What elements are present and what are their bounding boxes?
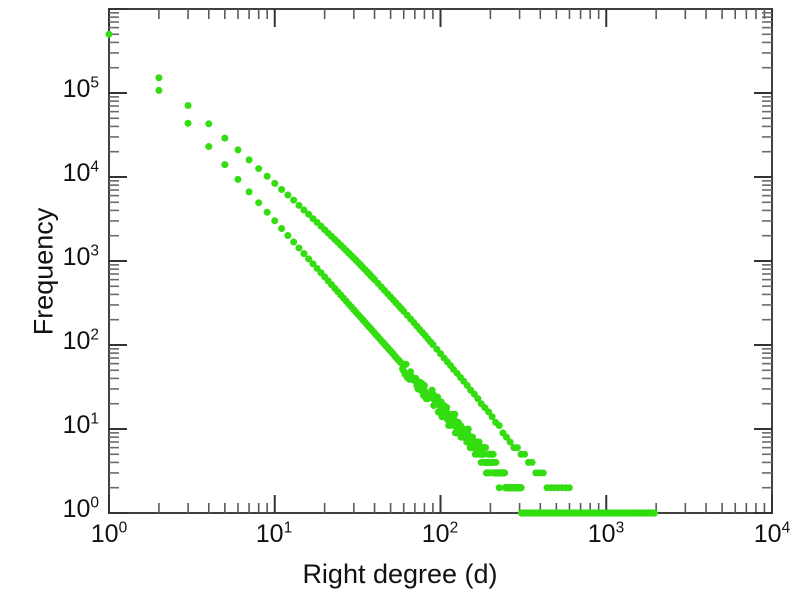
- data-point: [420, 381, 428, 389]
- data-point: [488, 413, 496, 421]
- data-point: [290, 196, 298, 204]
- data-point: [105, 30, 113, 38]
- data-point: [271, 217, 279, 225]
- data-point: [451, 410, 459, 418]
- y-axis-title: Frequency: [28, 207, 59, 336]
- y-tick-label-4: 104: [62, 158, 99, 188]
- data-point: [255, 199, 263, 207]
- data-point: [305, 255, 313, 263]
- x-tick-label-1: 101: [255, 519, 293, 548]
- data-point: [429, 341, 437, 349]
- data-point: [284, 191, 292, 199]
- data-point: [309, 260, 317, 268]
- data-point: [263, 208, 271, 216]
- data-point: [234, 175, 242, 183]
- data-point: [278, 185, 286, 193]
- data-point: [430, 402, 438, 410]
- data-point: [221, 134, 229, 142]
- data-point: [464, 425, 472, 433]
- data-point: [528, 458, 536, 466]
- x-tick-label-0: 100: [90, 519, 128, 548]
- data-point: [443, 404, 451, 412]
- data-point: [205, 143, 213, 151]
- data-point: [300, 206, 308, 214]
- x-tick-label-4: 104: [753, 519, 791, 548]
- data-point: [492, 458, 500, 466]
- data-point: [489, 450, 497, 458]
- data-point: [502, 433, 510, 441]
- data-point: [263, 172, 271, 180]
- data-point: [495, 484, 503, 492]
- data-point: [245, 188, 253, 196]
- y-tick-label-2: 102: [62, 326, 99, 356]
- data-point: [295, 244, 303, 252]
- data-point: [184, 119, 192, 127]
- data-point: [234, 146, 242, 154]
- y-tick-label-1: 101: [62, 410, 99, 440]
- data-point: [474, 395, 482, 403]
- data-point: [278, 224, 286, 232]
- data-point: [434, 393, 442, 401]
- data-point: [539, 469, 547, 477]
- data-point: [513, 444, 521, 452]
- data-point: [245, 156, 253, 164]
- data-point: [475, 438, 483, 446]
- data-points: [105, 30, 658, 517]
- data-point: [495, 422, 503, 430]
- data-point: [184, 101, 192, 109]
- data-point: [271, 179, 279, 187]
- data-point: [284, 232, 292, 240]
- data-point: [300, 250, 308, 258]
- data-point: [517, 484, 525, 492]
- data-point: [565, 484, 573, 492]
- data-point: [255, 165, 263, 173]
- data-point: [295, 201, 303, 209]
- data-point: [221, 161, 229, 169]
- data-point: [402, 360, 410, 368]
- data-point: [155, 86, 163, 94]
- plot-frame: [108, 8, 773, 514]
- x-axis-title: Right degree (d): [302, 559, 498, 589]
- data-point: [501, 469, 509, 477]
- data-point: [305, 210, 313, 218]
- data-point: [521, 450, 529, 458]
- y-tick-label-3: 103: [62, 242, 99, 272]
- axis-ticks: [108, 8, 773, 514]
- data-point: [485, 408, 493, 416]
- data-point: [155, 74, 163, 82]
- x-tick-label-3: 103: [587, 519, 625, 548]
- y-tick-label-5: 105: [62, 74, 99, 104]
- data-point: [205, 120, 213, 128]
- x-tick-label-2: 102: [421, 519, 459, 548]
- y-tick-label-0: 100: [62, 494, 99, 524]
- data-point: [506, 438, 514, 446]
- data-point: [482, 444, 490, 452]
- data-point: [650, 509, 658, 517]
- data-point: [407, 368, 415, 376]
- data-point: [290, 238, 298, 246]
